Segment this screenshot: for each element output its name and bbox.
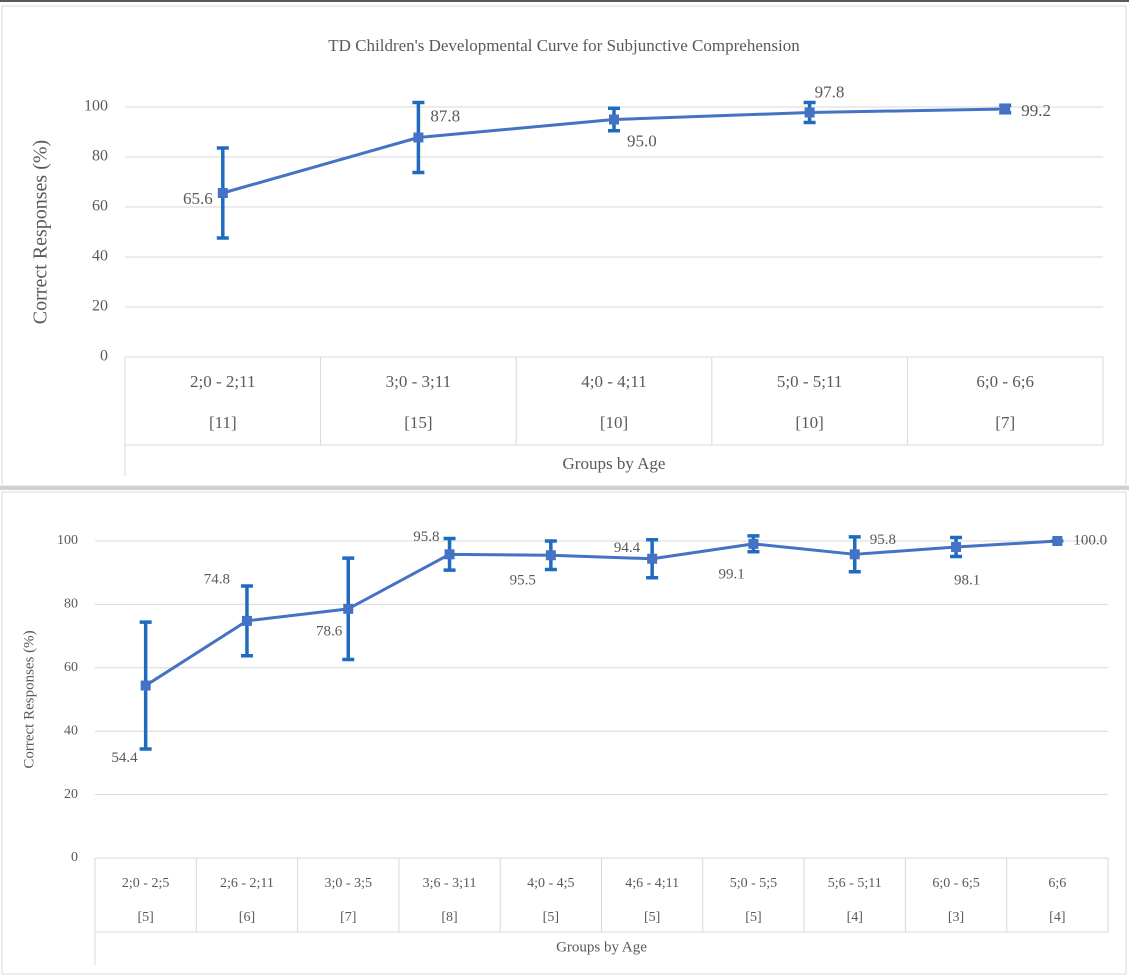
marker xyxy=(343,603,354,614)
chart-title: TD Children's Developmental Curve for Su… xyxy=(328,36,800,55)
marker xyxy=(444,549,455,560)
marker xyxy=(609,114,619,125)
x-tick-sublabel: [10] xyxy=(600,413,628,432)
y-tick-label: 20 xyxy=(64,787,78,802)
x-tick-label: 5;0 - 5;5 xyxy=(730,876,777,891)
x-tick-label: 5;0 - 5;11 xyxy=(777,372,842,391)
data-label: 99.1 xyxy=(718,566,744,582)
marker xyxy=(849,549,860,560)
x-tick-label: 4;6 - 4;11 xyxy=(625,876,679,891)
x-tick-sublabel: [7] xyxy=(340,910,356,925)
marker xyxy=(217,188,228,198)
data-label: 99.2 xyxy=(1021,101,1051,120)
y-tick-label: 0 xyxy=(100,348,108,365)
x-tick-sublabel: [5] xyxy=(137,910,153,925)
data-label: 54.4 xyxy=(111,750,138,766)
chart-frame xyxy=(1,5,1127,487)
data-label: 95.0 xyxy=(627,131,657,150)
y-tick-label: 80 xyxy=(64,597,78,612)
data-label: 95.8 xyxy=(413,529,439,545)
y-tick-label: 40 xyxy=(92,248,108,265)
marker xyxy=(804,107,815,118)
data-label: 98.1 xyxy=(954,572,980,588)
x-axis-label: Groups by Age xyxy=(563,454,666,473)
marker xyxy=(241,615,252,626)
x-tick-sublabel: [5] xyxy=(543,910,559,925)
x-tick-label: 6;0 - 6;5 xyxy=(932,876,979,891)
y-tick-label: 60 xyxy=(92,198,108,215)
marker xyxy=(1000,104,1011,114)
x-tick-label: 2;0 - 2;11 xyxy=(190,372,255,391)
x-tick-sublabel: [11] xyxy=(209,413,237,432)
chart-frame xyxy=(1,491,1127,975)
x-tick-label: 2;6 - 2;11 xyxy=(220,876,274,891)
x-tick-label: 2;0 - 2;5 xyxy=(122,876,169,891)
marker xyxy=(140,680,151,691)
data-label: 65.6 xyxy=(183,189,213,208)
y-axis-label: Correct Responses (%) xyxy=(21,630,37,768)
y-tick-label: 40 xyxy=(64,723,78,738)
marker xyxy=(1052,536,1063,546)
x-tick-sublabel: [4] xyxy=(847,910,863,925)
x-tick-sublabel: [6] xyxy=(239,910,255,925)
x-tick-label: 3;0 - 3;11 xyxy=(386,372,451,391)
x-axis-label: Groups by Age xyxy=(556,939,647,955)
series-line xyxy=(144,539,1058,687)
data-label: 74.8 xyxy=(204,571,230,587)
y-tick-label: 100 xyxy=(84,98,108,115)
x-tick-label: 4;0 - 4;5 xyxy=(527,876,574,891)
marker xyxy=(545,550,556,561)
x-tick-sublabel: [5] xyxy=(745,910,761,925)
data-label: 95.5 xyxy=(510,573,536,589)
data-label: 95.8 xyxy=(870,532,896,548)
x-tick-sublabel: [3] xyxy=(948,910,964,925)
data-label: 94.4 xyxy=(614,540,641,556)
x-tick-label: 5;6 - 5;11 xyxy=(828,876,882,891)
y-axis-label: Correct Responses (%) xyxy=(30,140,52,324)
y-tick-label: 80 xyxy=(92,148,108,165)
marker xyxy=(413,132,424,143)
x-tick-sublabel: [10] xyxy=(795,413,823,432)
y-tick-label: 20 xyxy=(92,298,108,315)
marker xyxy=(951,542,962,553)
x-tick-label: 6;6 xyxy=(1048,876,1066,891)
marker xyxy=(748,538,759,549)
marker xyxy=(647,553,658,564)
x-tick-sublabel: [7] xyxy=(995,413,1015,432)
x-tick-label: 4;0 - 4;11 xyxy=(581,372,646,391)
data-label: 100.0 xyxy=(1073,532,1107,548)
x-tick-label: 6;0 - 6;6 xyxy=(976,372,1034,391)
x-tick-sublabel: [8] xyxy=(441,910,457,925)
x-tick-sublabel: [15] xyxy=(404,413,432,432)
y-tick-label: 60 xyxy=(64,660,78,675)
x-tick-sublabel: [5] xyxy=(644,910,660,925)
data-label: 97.8 xyxy=(815,82,845,101)
data-label: 87.8 xyxy=(430,106,460,125)
y-tick-label: 100 xyxy=(57,533,78,548)
y-tick-label: 0 xyxy=(71,850,78,865)
divider xyxy=(0,486,1129,490)
x-tick-label: 3;0 - 3;5 xyxy=(325,876,372,891)
x-tick-label: 3;6 - 3;11 xyxy=(423,876,477,891)
data-label: 78.6 xyxy=(316,623,343,639)
x-tick-sublabel: [4] xyxy=(1049,910,1065,925)
